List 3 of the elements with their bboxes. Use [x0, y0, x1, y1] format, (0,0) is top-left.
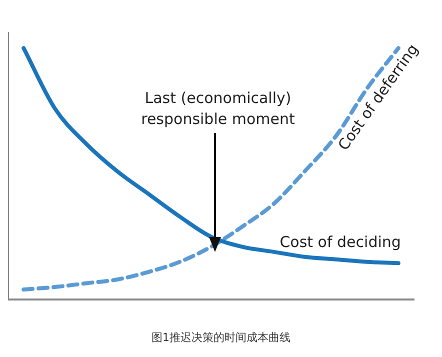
annotation: Last (economically) responsible moment	[140, 88, 296, 130]
caption: 图1推迟决策的时间成本曲线	[150, 330, 292, 345]
series-label: Cost of deciding	[280, 233, 401, 252]
